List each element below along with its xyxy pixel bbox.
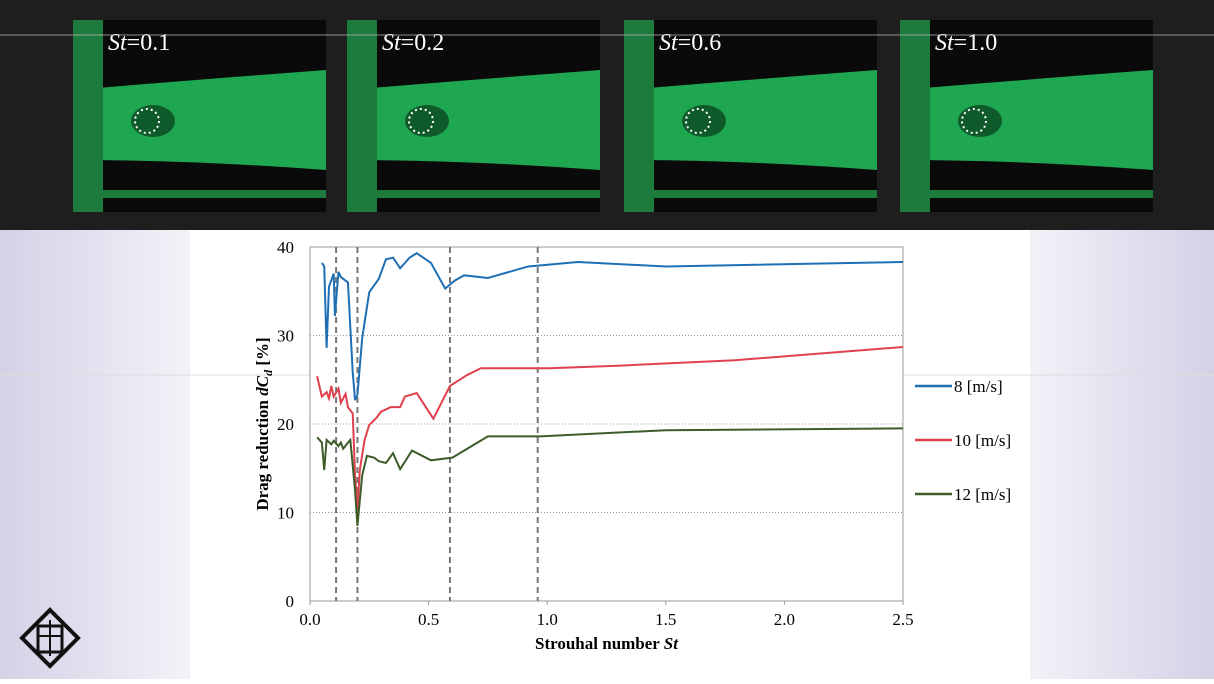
- logo: [19, 607, 81, 669]
- label: =0.1: [127, 30, 171, 56]
- flow: [347, 70, 600, 170]
- x-tick-label: 2.0: [774, 610, 795, 629]
- model: [958, 105, 1002, 137]
- photo: St=1.0: [900, 20, 1153, 212]
- y-tick-label: 20: [277, 415, 294, 434]
- x-tick-label: 0.5: [418, 610, 439, 629]
- marker: [685, 108, 711, 134]
- series-line: [316, 346, 904, 510]
- rig: [73, 20, 103, 212]
- x-tick-label: 0.0: [299, 610, 320, 629]
- rig: [347, 20, 377, 212]
- photo: St=0.2: [347, 20, 600, 212]
- label: Drag reduction: [253, 396, 272, 511]
- marker: [134, 108, 160, 134]
- x-tick-label: 2.5: [892, 610, 913, 629]
- symbol: St: [382, 30, 402, 56]
- panel-label: St=0.6: [659, 30, 721, 56]
- x-tick-label: 1.5: [655, 610, 676, 629]
- y-tick-label: 30: [277, 327, 294, 346]
- x-tick-label: 1.0: [537, 610, 558, 629]
- model: [682, 105, 726, 137]
- photo: St=0.6: [624, 20, 877, 212]
- symbol: St: [659, 30, 679, 56]
- subscript: d: [261, 369, 275, 376]
- label: =1.0: [954, 30, 998, 56]
- rail: [624, 190, 877, 198]
- symbol: St: [664, 634, 679, 653]
- panel-label: St=0.2: [382, 30, 444, 56]
- y-tick-label: 10: [277, 504, 294, 523]
- rail: [900, 190, 1153, 198]
- symbol: dC: [253, 375, 272, 396]
- symbol: St: [108, 30, 128, 56]
- plot-area: [309, 246, 904, 602]
- legend-label: 10 [m/s]: [954, 431, 1011, 450]
- legend-label: 12 [m/s]: [954, 485, 1011, 504]
- series-line: [321, 252, 904, 401]
- marker: [408, 108, 434, 134]
- marker: [961, 108, 987, 134]
- label: Strouhal number: [535, 634, 664, 653]
- rig: [900, 20, 930, 212]
- flow: [624, 70, 877, 170]
- y-tick-label: 0: [286, 592, 295, 611]
- flow: [73, 70, 326, 170]
- series-line: [316, 427, 904, 526]
- rail: [73, 190, 326, 198]
- panel-label: St=1.0: [935, 30, 997, 56]
- unit: [%]: [253, 337, 272, 370]
- label: =0.2: [401, 30, 445, 56]
- model: [131, 105, 175, 137]
- photo: St=0.1: [73, 20, 326, 212]
- panel-label: St=0.1: [108, 30, 170, 56]
- symbol: St: [935, 30, 955, 56]
- model: [405, 105, 449, 137]
- x-axis-label: Strouhal number St: [535, 634, 679, 653]
- y-tick-label: 40: [277, 238, 294, 257]
- flow: [900, 70, 1153, 170]
- label: =0.6: [678, 30, 722, 56]
- rig: [624, 20, 654, 212]
- y-axis-label: Drag reduction dCd [%]: [253, 337, 275, 510]
- rail: [347, 190, 600, 198]
- legend-label: 8 [m/s]: [954, 377, 1003, 396]
